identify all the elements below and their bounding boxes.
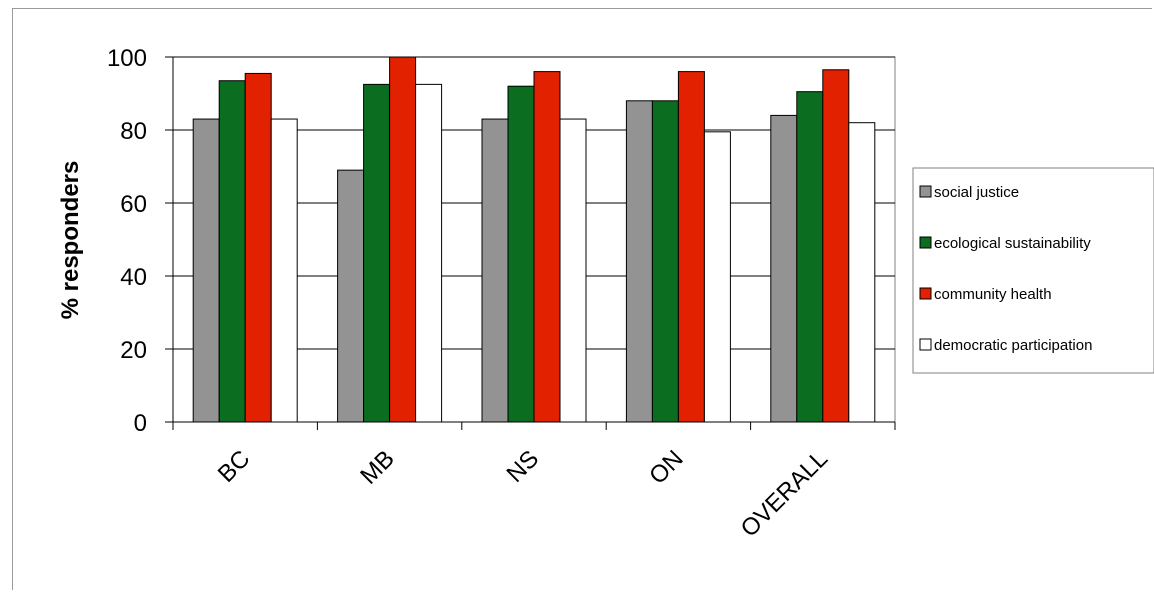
- legend-label: democratic participation: [934, 337, 1092, 354]
- legend-box: [912, 167, 1154, 374]
- y-tick-label: 40: [120, 264, 147, 291]
- bar-democratic-participation-ns: [559, 118, 587, 423]
- bar-community-health-ns: [533, 71, 561, 423]
- bars: [192, 56, 876, 423]
- bar-ecological-sustainability-on: [651, 100, 679, 423]
- bar-social-justice-overall: [770, 114, 798, 423]
- bar-ecological-sustainability-overall: [796, 91, 824, 423]
- x-tick-label: OVERALL: [736, 445, 833, 542]
- x-tick-label: BC: [213, 445, 256, 488]
- legend-swatch: [919, 338, 932, 351]
- bar-democratic-participation-mb: [415, 83, 443, 423]
- bar-democratic-participation-bc: [270, 118, 298, 423]
- y-tick-label: 60: [120, 191, 147, 218]
- x-tick-label: MB: [355, 445, 400, 490]
- y-tick-label: 100: [107, 45, 147, 72]
- legend-swatch: [919, 287, 932, 300]
- bar-social-justice-ns: [481, 118, 509, 423]
- bar-ecological-sustainability-mb: [363, 83, 391, 423]
- legend-label: community health: [934, 286, 1052, 303]
- bar-social-justice-on: [625, 100, 653, 423]
- bar-social-justice-bc: [192, 118, 220, 423]
- bar-ecological-sustainability-ns: [507, 85, 535, 423]
- x-tick-label: ON: [644, 445, 689, 490]
- y-tick-label: 20: [120, 337, 147, 364]
- legend-label: social justice: [934, 184, 1019, 201]
- bar-community-health-mb: [389, 56, 417, 423]
- bar-community-health-bc: [244, 72, 272, 423]
- bar-ecological-sustainability-bc: [218, 80, 246, 423]
- legend-swatch: [919, 236, 932, 249]
- y-axis-title: % responders: [57, 161, 84, 320]
- y-tick-label: 80: [120, 118, 147, 145]
- legend-swatch: [919, 185, 932, 198]
- bar-community-health-overall: [822, 69, 850, 423]
- bar-community-health-on: [677, 71, 705, 423]
- x-tick-label: NS: [502, 445, 545, 488]
- legend: social justice ecological sustainability c…: [912, 167, 1154, 374]
- bar-social-justice-mb: [337, 169, 365, 423]
- y-tick-label: 0: [134, 410, 147, 437]
- bar-democratic-participation-on: [703, 131, 731, 423]
- bar-democratic-participation-overall: [848, 122, 876, 423]
- legend-label: ecological sustainability: [934, 235, 1091, 252]
